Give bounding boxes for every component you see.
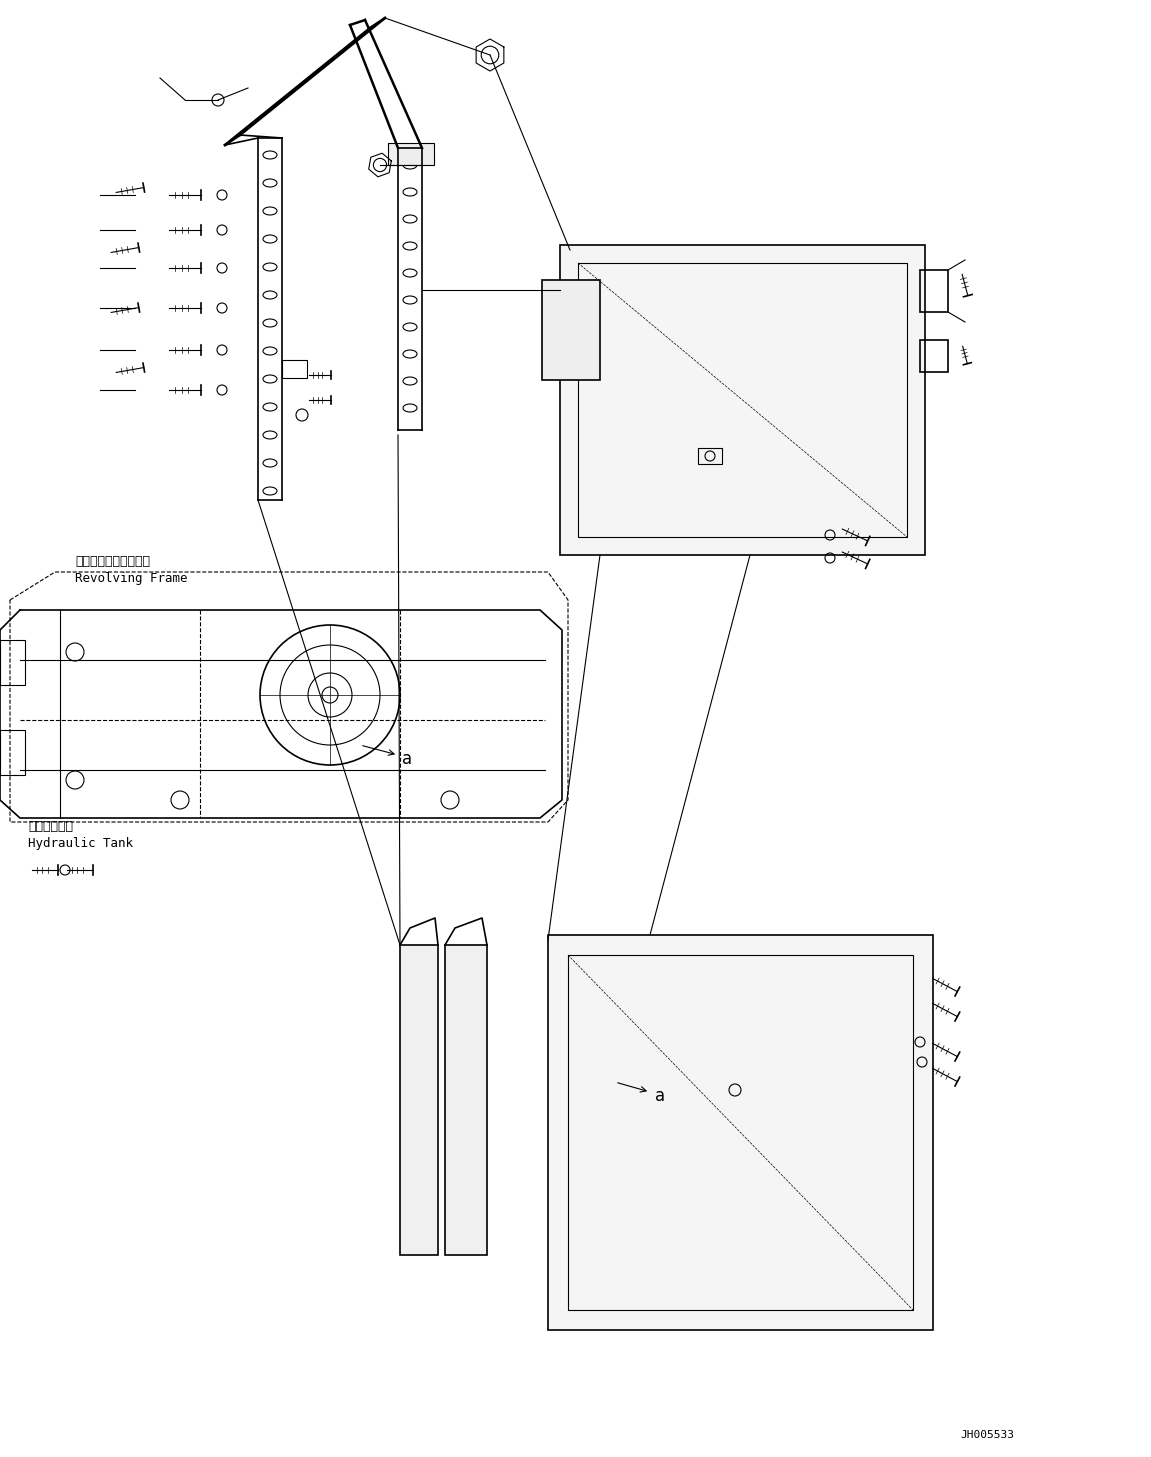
Bar xyxy=(920,339,948,372)
Bar xyxy=(567,954,913,1310)
Text: レボルビングフレーム: レボルビングフレーム xyxy=(75,555,150,568)
Text: Revolving Frame: Revolving Frame xyxy=(75,573,188,586)
Text: a: a xyxy=(655,1087,665,1104)
Bar xyxy=(561,245,925,555)
Bar xyxy=(388,143,434,165)
Bar xyxy=(0,730,25,775)
Bar xyxy=(698,447,722,463)
Bar xyxy=(401,946,439,1254)
Bar xyxy=(445,946,487,1254)
Bar xyxy=(548,935,933,1330)
Bar xyxy=(0,640,25,685)
Bar xyxy=(920,270,948,312)
Text: JH005533: JH005533 xyxy=(960,1429,1014,1440)
Text: 作動油タンク: 作動油タンク xyxy=(28,820,73,833)
Bar xyxy=(578,264,907,538)
Text: Hydraulic Tank: Hydraulic Tank xyxy=(28,836,134,849)
Text: a: a xyxy=(402,750,412,768)
Bar xyxy=(542,280,600,380)
Bar xyxy=(282,360,307,377)
